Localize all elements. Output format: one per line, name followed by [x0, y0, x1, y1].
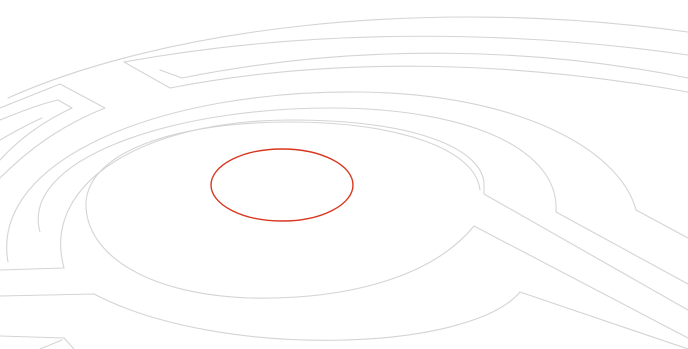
maze-ring-mid-2 — [37, 107, 688, 285]
maze-switchback-2 — [0, 99, 73, 161]
maze-switchback-1 — [0, 83, 106, 179]
maze-lines — [0, 16, 688, 349]
maze-switchback-3 — [0, 117, 43, 141]
maze-ring-lower-4 — [39, 339, 63, 349]
maze-ring-mid-3 — [60, 119, 688, 311]
maze-ring-outer-1 — [7, 16, 688, 99]
maze-ring-mid-4 — [0, 267, 65, 271]
maze-ring-mid-1 — [6, 91, 688, 263]
maze-ring-inner — [85, 121, 481, 299]
maze-ring-lower-1 — [0, 291, 688, 349]
center-ring-icon — [210, 148, 354, 222]
maze-ring-outer-3 — [123, 61, 688, 93]
maze-ring-lower-2 — [473, 225, 688, 339]
maze-ring-outer-4 — [159, 52, 688, 79]
maze-ring-outer-2 — [123, 35, 688, 63]
maze-ring-lower-3 — [0, 335, 75, 349]
